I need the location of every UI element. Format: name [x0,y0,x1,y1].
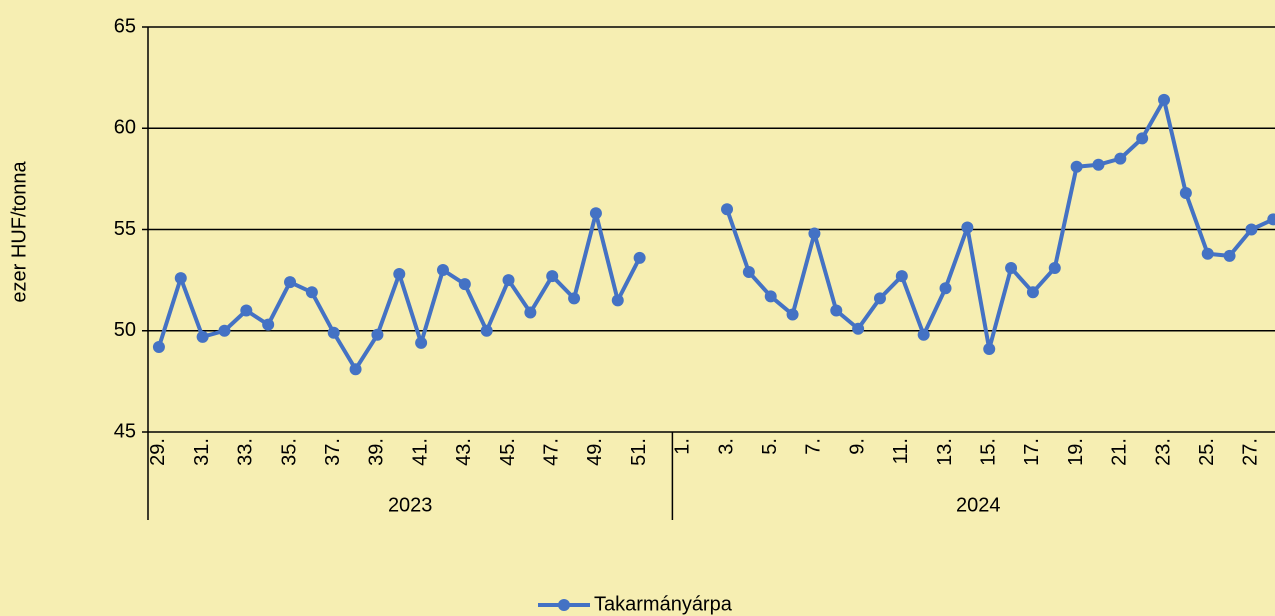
legend-marker [558,599,570,611]
x-tick-label: 33. [235,438,257,466]
x-tick-label: 27. [1240,438,1262,466]
x-tick-label: 15. [978,438,1000,466]
data-point [262,318,275,331]
data-point [284,276,297,289]
legend-label: Takarmányárpa [594,593,733,615]
x-tick-label: 43. [453,438,475,466]
data-point [1223,249,1236,262]
x-tick-label: 1. [672,438,694,455]
data-point [1179,187,1192,200]
data-point [1267,213,1275,226]
data-point [1114,152,1127,165]
x-tick-label: 37. [322,438,344,466]
data-point [917,328,930,341]
x-tick-label: 11. [890,438,912,464]
x-tick-label: 5. [759,438,781,455]
data-point [1201,247,1214,260]
data-point [1136,132,1149,145]
data-point [240,304,253,317]
data-point [1092,158,1105,171]
data-point [152,340,165,353]
data-point [415,336,428,349]
x-tick-label: 21. [1109,438,1131,466]
data-point [764,290,777,303]
data-point [808,227,821,240]
x-tick-label: 19. [1065,438,1087,466]
x-tick-label: 39. [366,438,388,466]
data-point [327,326,340,339]
data-point [961,221,974,234]
data-point [895,270,908,283]
y-tick-label: 55 [114,218,136,240]
data-point [480,324,493,337]
data-point [589,207,602,220]
data-point [546,270,559,283]
x-tick-label: 29. [147,438,169,466]
y-tick-label: 65 [114,15,136,37]
x-tick-label: 3. [715,438,737,455]
group-label: 2024 [956,494,1001,516]
x-tick-label: 9. [846,438,868,455]
x-tick-label: 35. [278,438,300,466]
data-point [852,322,865,335]
x-tick-label: 49. [584,438,606,466]
data-point [502,274,515,287]
y-tick-label: 60 [114,117,136,139]
data-point [742,266,755,279]
y-tick-label: 45 [114,420,136,442]
x-tick-label: 47. [541,438,563,466]
data-point [196,330,209,343]
data-point [174,272,187,285]
data-point [436,264,449,276]
x-tick-label: 17. [1021,438,1043,466]
x-tick-label: 41. [409,438,431,466]
x-tick-label: 23. [1152,438,1174,466]
data-point [873,292,886,305]
data-point [218,324,231,337]
y-tick-label: 50 [114,319,136,341]
x-tick-label: 45. [497,438,519,466]
x-tick-label: 51. [628,438,650,466]
data-point [568,292,581,305]
data-point [458,278,471,291]
data-point [633,251,646,264]
data-point [983,342,996,355]
data-point [939,282,952,295]
x-tick-label: 25. [1196,438,1218,466]
group-label: 2023 [388,494,433,516]
data-point [1245,223,1258,236]
data-point [1005,261,1018,274]
data-point [786,308,799,321]
data-point [305,286,318,299]
data-point [721,203,734,216]
data-point [371,328,384,341]
x-tick-label: 31. [191,438,213,466]
data-point [349,363,362,376]
data-point [830,304,843,317]
data-point [1048,261,1061,274]
data-point [1070,160,1083,173]
y-axis-label: ezer HUF/tonna [8,161,30,303]
x-tick-label: 7. [803,438,825,455]
data-point [1026,286,1039,299]
data-point [611,294,624,307]
x-tick-label: 13. [934,438,956,466]
data-point [524,306,537,319]
data-point [393,268,406,281]
data-point [1158,93,1171,106]
series-line [157,97,1275,372]
